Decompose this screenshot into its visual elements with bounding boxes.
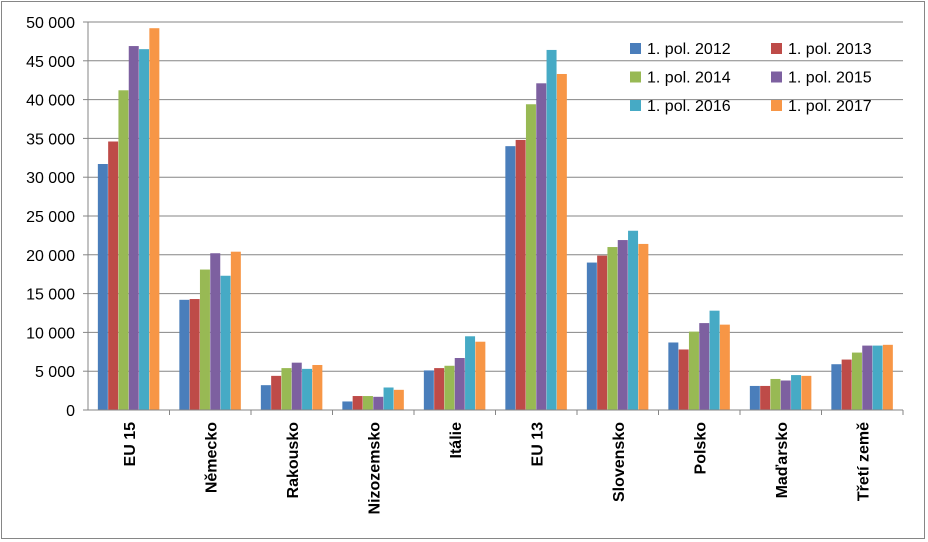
bar [352, 396, 363, 410]
y-tick-label: 20 000 [26, 248, 75, 265]
y-tick-label: 30 000 [26, 170, 75, 187]
bar [780, 380, 791, 410]
bar [139, 49, 150, 410]
bar [791, 375, 802, 410]
legend-swatch [771, 43, 782, 54]
x-tick-label: Polsko [692, 422, 709, 475]
bar [770, 378, 781, 410]
bar [709, 310, 720, 410]
y-tick-label: 15 000 [26, 287, 75, 304]
bar [189, 299, 200, 410]
legend-label: 1. pol. 2015 [788, 70, 872, 87]
bar [515, 139, 526, 410]
x-tick-label: Třetí země [855, 422, 872, 501]
bar [199, 269, 210, 410]
legend-swatch [630, 71, 641, 83]
x-tick-label: EU 13 [529, 422, 546, 467]
bar [525, 104, 536, 411]
y-tick-label: 10 000 [26, 325, 75, 342]
bar [271, 375, 282, 410]
legend-label: 1. pol. 2014 [647, 70, 731, 87]
bar [719, 324, 730, 410]
bar [475, 341, 486, 410]
bar [362, 396, 373, 410]
bar [220, 275, 231, 410]
legend-label: 1. pol. 2012 [647, 41, 731, 58]
bar [882, 344, 893, 410]
legend-swatch [630, 100, 641, 111]
bar [801, 375, 812, 410]
x-axis: EU 15 Německo Rakousko Nizozemsko Itálie EU 1… [88, 409, 904, 515]
bar [118, 90, 129, 411]
legend-swatch [630, 43, 641, 54]
x-tick-label: Rakousko [285, 422, 302, 499]
x-tick-label: Nizozemsko [366, 422, 383, 515]
bar [291, 362, 302, 410]
x-tick-label: Maďarsko [774, 422, 791, 499]
bar [597, 255, 608, 410]
legend: 1. pol. 2012 1. pol. 2013 1. pol. 2014 1. p… [630, 41, 872, 115]
legend-swatch [771, 100, 782, 111]
bar [454, 358, 465, 410]
bar [393, 389, 404, 410]
bar [607, 247, 618, 410]
legend-swatch [771, 71, 782, 83]
y-tick-label: 50 000 [26, 15, 75, 32]
bar [465, 336, 476, 410]
bar [342, 401, 353, 410]
bar [556, 73, 567, 410]
bar [434, 368, 445, 410]
bars [97, 28, 893, 411]
bar [383, 387, 394, 410]
bar [179, 299, 190, 410]
bar [628, 230, 639, 410]
bar [149, 28, 160, 410]
bar [638, 243, 649, 410]
bar [281, 368, 292, 410]
bar [97, 164, 108, 410]
y-tick-label: 5 000 [35, 364, 75, 381]
bar [302, 368, 313, 410]
bar [423, 370, 434, 410]
bar [444, 365, 455, 410]
bar [699, 323, 710, 410]
bar [260, 385, 271, 410]
x-tick-label: Slovensko [611, 422, 628, 502]
bar [373, 396, 384, 410]
bar [210, 253, 221, 410]
bar [678, 349, 689, 410]
y-tick-label: 25 000 [26, 209, 75, 226]
bar [872, 345, 883, 410]
bar [230, 251, 241, 410]
bar [760, 385, 771, 410]
bar [831, 364, 842, 410]
bar [862, 345, 873, 410]
bar [546, 49, 557, 410]
legend-label: 1. pol. 2017 [788, 98, 872, 115]
y-tick-label: 35 000 [26, 131, 75, 148]
y-tick-label: 45 000 [26, 54, 75, 71]
legend-label: 1. pol. 2013 [788, 41, 872, 58]
legend-label: 1. pol. 2016 [647, 98, 731, 115]
bar [841, 359, 852, 410]
x-tick-label: Itálie [448, 422, 465, 459]
bar [128, 46, 139, 410]
x-tick-label: Německo [203, 422, 220, 493]
bar [617, 240, 628, 410]
bar [586, 262, 597, 410]
bar [505, 146, 516, 410]
bar [749, 385, 760, 410]
bar [536, 83, 547, 410]
bar [688, 331, 699, 410]
y-tick-label: 40 000 [26, 93, 75, 110]
x-tick-label: EU 15 [122, 422, 139, 467]
bar [108, 141, 119, 410]
bar [851, 352, 862, 410]
bar [668, 342, 679, 410]
y-axis: 0 5 000 10 000 15 000 20 000 25 000 30 000 35 0… [26, 15, 89, 420]
y-tick-label: 0 [66, 403, 75, 420]
bar [312, 364, 323, 410]
